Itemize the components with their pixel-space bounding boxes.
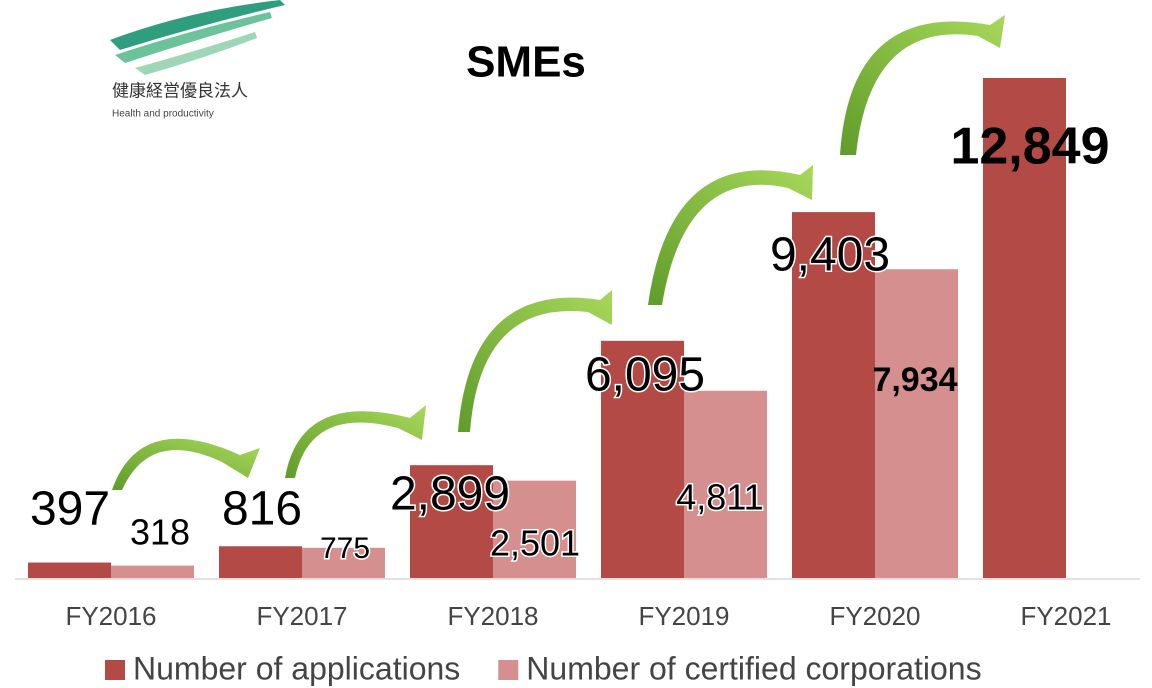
bar <box>493 480 576 578</box>
legend-swatch <box>498 660 519 680</box>
bar <box>302 547 385 578</box>
data-label: 4,811 <box>676 477 763 518</box>
growth-arrow <box>458 290 612 432</box>
logo-wave <box>110 0 285 50</box>
legend-label: Number of applications <box>133 650 460 686</box>
growth-arrow <box>112 438 260 490</box>
data-label: 397 <box>30 483 110 536</box>
bar <box>111 565 194 578</box>
bar <box>792 212 875 578</box>
x-tick-label: FY2020 <box>829 601 920 631</box>
data-label: 2,899 <box>390 468 510 521</box>
legend-label: Number of certified corporations <box>526 650 981 686</box>
bar <box>601 340 684 578</box>
x-tick-label: FY2018 <box>447 601 538 631</box>
data-label: 816 <box>222 483 302 536</box>
data-label: 2,501 <box>490 523 580 564</box>
data-label: 7,934 <box>872 361 957 399</box>
growth-arrow <box>648 165 813 305</box>
logo: 健康経営優良法人 Health and productivity <box>110 0 285 120</box>
data-label: 6,095 <box>585 349 705 402</box>
data-label: 9,403 <box>770 229 890 282</box>
logo-wave <box>115 12 272 63</box>
x-tick-label: FY2016 <box>65 601 156 631</box>
logo-wave <box>135 32 257 75</box>
logo-title: 健康経営優良法人 <box>112 81 248 100</box>
bar <box>410 465 493 578</box>
growth-arrow <box>840 15 1005 155</box>
data-label: 12,849 <box>950 118 1109 176</box>
growth-arrow <box>285 405 426 478</box>
chart-title: SMEs <box>466 38 586 87</box>
bar <box>875 269 958 578</box>
arrows <box>112 15 1005 490</box>
legend-swatch <box>105 660 125 680</box>
bar <box>219 546 302 578</box>
data-label: 775 <box>320 532 370 565</box>
logo-subtitle: Health and productivity <box>112 109 214 120</box>
x-tick-label: FY2017 <box>256 601 347 631</box>
x-tick-label: FY2019 <box>638 601 729 631</box>
data-label: 318 <box>130 512 190 553</box>
bar <box>983 78 1066 578</box>
bar <box>684 390 767 578</box>
x-tick-label: FY2021 <box>1020 601 1111 631</box>
bar <box>28 562 111 578</box>
